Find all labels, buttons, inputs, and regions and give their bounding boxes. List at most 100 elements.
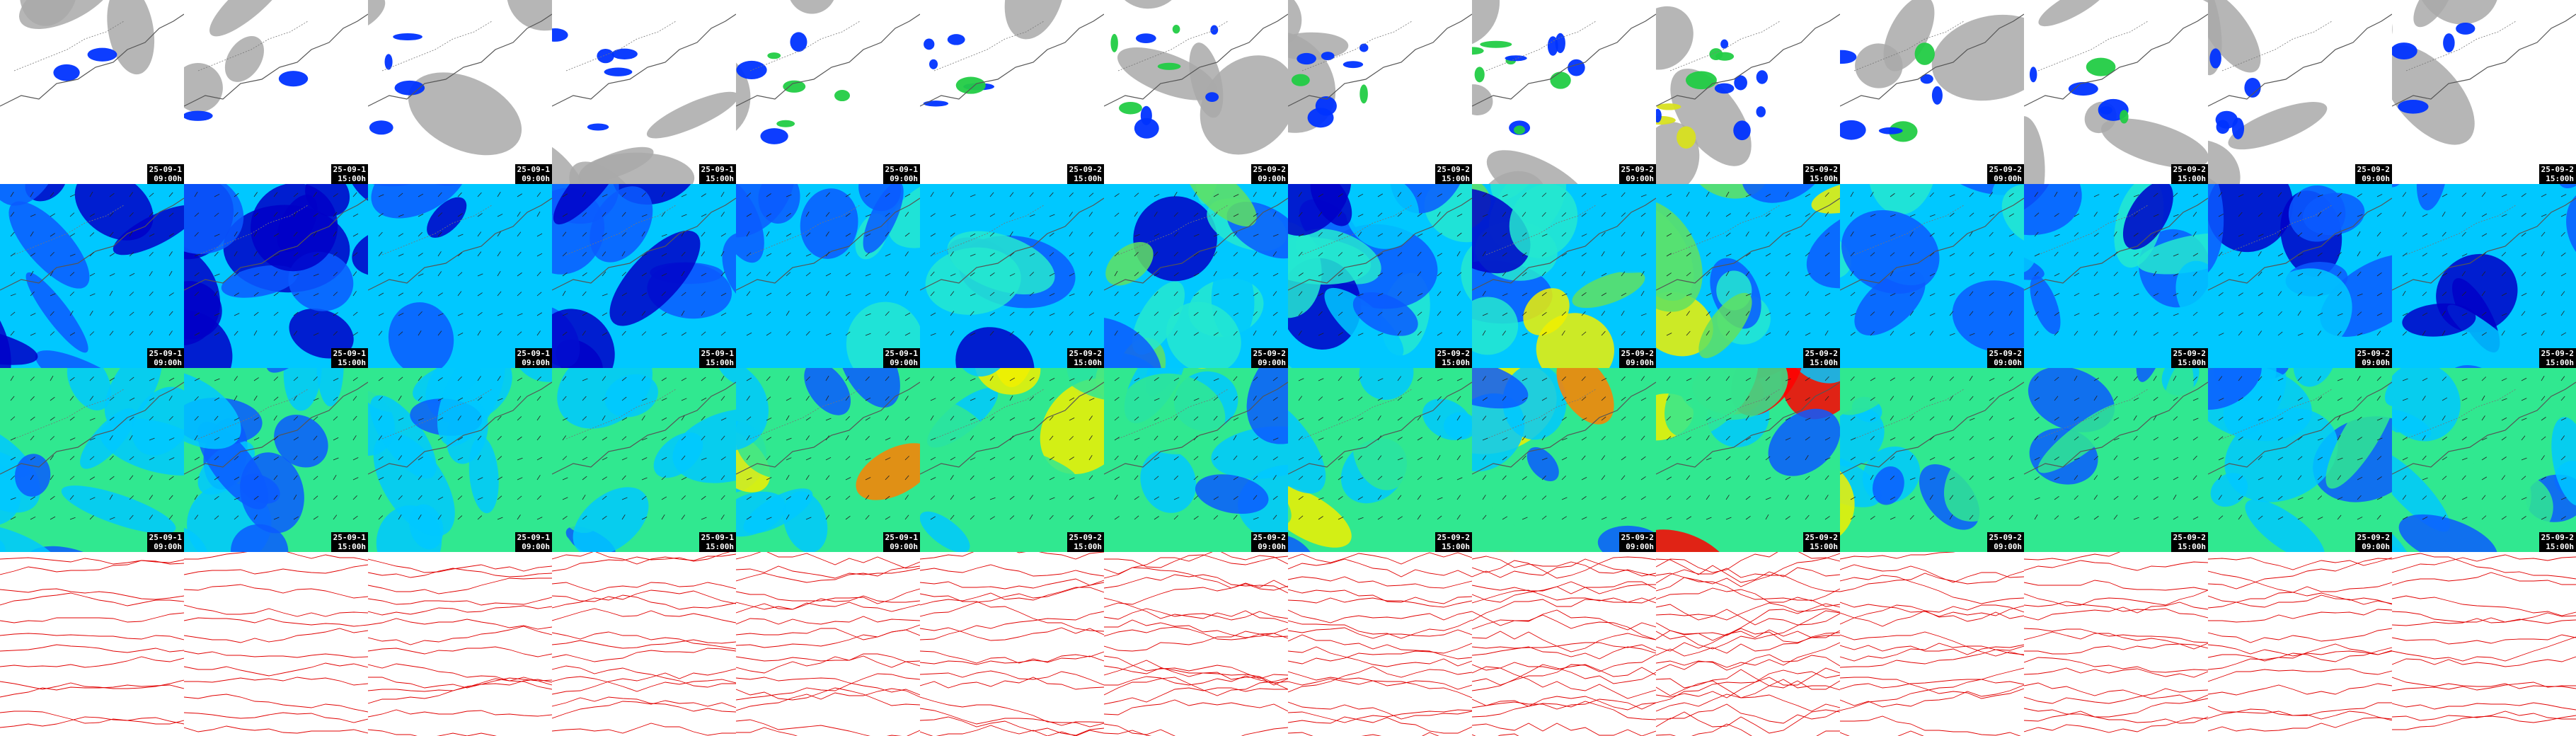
wind-vector-icon <box>1069 192 1074 197</box>
map-tile-wind-high-12[interactable]: 25-09-2 15:00h <box>2024 368 2208 552</box>
map-tile-pressure-contours-2[interactable] <box>184 552 368 736</box>
wind-vector-icon <box>2093 437 2099 441</box>
isobar-line <box>552 696 736 713</box>
map-tile-cloud-precip-11[interactable]: 25-09-2 09:00h <box>1840 0 2024 184</box>
wind-vector-icon <box>1029 214 1035 217</box>
map-tile-cloud-precip-3[interactable]: 25-09-1 09:00h <box>368 0 552 184</box>
wind-vector-icon <box>1193 495 1199 500</box>
wind-vector-icon <box>2422 396 2426 401</box>
map-tile-wind-low-1[interactable]: 25-09-1 09:00h <box>0 184 184 368</box>
map-tile-pressure-contours-10[interactable] <box>1656 552 1840 736</box>
map-tile-cloud-precip-10[interactable]: 25-09-2 15:00h <box>1656 0 1840 184</box>
map-tile-pressure-contours-1[interactable] <box>0 552 184 736</box>
wind-vector-icon <box>517 313 523 316</box>
map-tile-pressure-contours-8[interactable] <box>1288 552 1472 736</box>
wind-vector-icon <box>1541 234 1548 237</box>
map-tile-pressure-contours-14[interactable] <box>2392 552 2576 736</box>
coastline-outline <box>184 197 368 291</box>
wind-vector-icon <box>2317 476 2323 481</box>
map-tile-cloud-precip-5[interactable]: 25-09-1 09:00h <box>736 0 920 184</box>
wind-vector-icon <box>517 212 521 217</box>
map-tile-cloud-precip-8[interactable]: 25-09-2 15:00h <box>1288 0 1472 184</box>
map-tile-wind-high-7[interactable]: 25-09-2 09:00h <box>1104 368 1288 552</box>
map-frame-image <box>2392 552 2576 736</box>
map-tile-cloud-precip-13[interactable]: 25-09-2 09:00h <box>2208 0 2392 184</box>
map-tile-wind-low-14[interactable]: 25-09-2 15:00h <box>2392 184 2576 368</box>
isobar-line <box>1472 558 1656 578</box>
map-tile-cloud-precip-1[interactable]: 25-09-1 09:00h <box>0 0 184 184</box>
wind-vector-icon <box>1929 313 1936 316</box>
map-tile-wind-low-13[interactable]: 25-09-2 09:00h <box>2208 184 2392 368</box>
map-tile-wind-high-9[interactable]: 25-09-2 09:00h <box>1472 368 1656 552</box>
map-tile-pressure-contours-13[interactable] <box>2208 552 2392 736</box>
map-tile-wind-high-14[interactable]: 25-09-2 15:00h <box>2392 368 2576 552</box>
isobar-line <box>1656 552 1840 573</box>
map-tile-wind-low-10[interactable]: 25-09-2 15:00h <box>1656 184 1840 368</box>
map-tile-cloud-precip-7[interactable]: 25-09-2 09:00h <box>1104 0 1288 184</box>
map-tile-pressure-contours-9[interactable] <box>1472 552 1656 736</box>
wind-vector-icon <box>1029 232 1034 237</box>
map-tile-wind-high-10[interactable]: 25-09-2 15:00h <box>1656 368 1840 552</box>
wind-vector-icon <box>1706 311 1710 316</box>
map-tile-wind-low-2[interactable]: 25-09-1 15:00h <box>184 184 368 368</box>
wind-vector-icon <box>1417 514 1421 520</box>
map-tile-pressure-contours-12[interactable] <box>2024 552 2208 736</box>
map-tile-wind-low-11[interactable]: 25-09-2 09:00h <box>1840 184 2024 368</box>
wind-vector-icon <box>2173 192 2178 197</box>
map-tile-wind-low-3[interactable]: 25-09-1 09:00h <box>368 184 552 368</box>
map-tile-wind-high-5[interactable]: 25-09-1 09:00h <box>736 368 920 552</box>
map-tile-wind-high-8[interactable]: 25-09-2 15:00h <box>1288 368 1472 552</box>
wind-vector-icon <box>2258 396 2262 401</box>
map-tile-cloud-precip-6[interactable]: 25-09-2 15:00h <box>920 0 1104 184</box>
wind-vector-icon <box>1805 273 1811 277</box>
wind-vector-icon <box>477 497 483 500</box>
wind-vector-icon <box>1686 191 1690 197</box>
map-tile-cloud-precip-14[interactable]: 25-09-2 15:00h <box>2392 0 2576 184</box>
wind-vector-icon <box>1850 456 1856 461</box>
map-tile-cloud-precip-4[interactable]: 25-09-1 15:00h <box>552 0 736 184</box>
wind-vector-icon <box>2461 292 2466 297</box>
map-tile-wind-high-4[interactable]: 25-09-1 15:00h <box>552 368 736 552</box>
wind-vector-icon <box>2173 396 2178 401</box>
wind-vector-icon <box>477 273 483 277</box>
map-tile-cloud-precip-9[interactable]: 25-09-2 09:00h <box>1472 0 1656 184</box>
isobar-line <box>1840 715 2021 736</box>
map-tile-wind-low-8[interactable]: 25-09-2 15:00h <box>1288 184 1472 368</box>
wind-vector-icon <box>1890 517 1896 520</box>
map-tile-wind-low-4[interactable]: 25-09-1 15:00h <box>552 184 736 368</box>
wind-vector-icon <box>661 514 665 520</box>
map-tile-pressure-contours-3[interactable] <box>368 552 552 736</box>
map-tile-wind-high-1[interactable]: 25-09-1 09:00h <box>0 368 184 552</box>
isobar-line <box>736 727 798 736</box>
isobar-line <box>736 552 920 569</box>
coastline-outline <box>2208 381 2392 475</box>
wind-vector-icon <box>1377 415 1381 421</box>
wind-vector-icon <box>2376 437 2383 441</box>
map-tile-pressure-contours-6[interactable] <box>920 552 1104 736</box>
time-label: 09:00h <box>2362 358 2390 367</box>
map-tile-pressure-contours-4[interactable] <box>552 552 736 736</box>
map-tile-wind-low-7[interactable]: 25-09-2 09:00h <box>1104 184 1288 368</box>
wind-vector-icon <box>2501 330 2505 336</box>
map-tile-wind-high-13[interactable]: 25-09-2 09:00h <box>2208 368 2392 552</box>
map-tile-pressure-contours-5[interactable] <box>736 552 920 736</box>
isobar-line <box>1656 679 1840 712</box>
map-tile-wind-high-6[interactable]: 25-09-2 15:00h <box>920 368 1104 552</box>
map-tile-pressure-contours-11[interactable] <box>1840 552 2024 736</box>
map-tile-cloud-precip-12[interactable]: 25-09-2 15:00h <box>2024 0 2208 184</box>
map-tile-wind-high-3[interactable]: 25-09-1 09:00h <box>368 368 552 552</box>
map-tile-wind-low-12[interactable]: 25-09-2 15:00h <box>2024 184 2208 368</box>
wind-vector-icon <box>2357 376 2361 381</box>
wind-vector-icon <box>1482 251 1486 257</box>
wind-vector-icon <box>1765 376 1771 381</box>
map-tile-cloud-precip-2[interactable]: 25-09-1 15:00h <box>184 0 368 184</box>
map-tile-wind-high-11[interactable]: 25-09-2 09:00h <box>1840 368 2024 552</box>
map-tile-wind-low-9[interactable]: 25-09-2 09:00h <box>1472 184 1656 368</box>
wind-vector-icon <box>2238 330 2243 336</box>
wind-vector-icon <box>378 435 382 441</box>
map-tile-wind-high-2[interactable]: 25-09-1 15:00h <box>184 368 368 552</box>
map-tile-wind-low-5[interactable]: 25-09-1 09:00h <box>736 184 920 368</box>
map-tile-wind-low-6[interactable]: 25-09-2 15:00h <box>920 184 1104 368</box>
wind-vector-icon <box>1765 332 1771 336</box>
map-tile-pressure-contours-7[interactable] <box>1104 552 1288 736</box>
